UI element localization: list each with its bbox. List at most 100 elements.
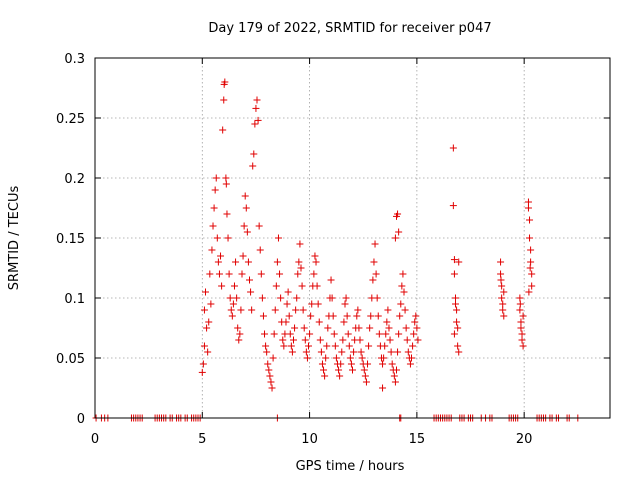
data-point (222, 174, 230, 182)
data-point (517, 324, 525, 332)
data-point (394, 348, 402, 356)
data-point (256, 246, 264, 254)
data-point (320, 366, 328, 374)
data-point (235, 336, 243, 344)
data-point (288, 348, 296, 356)
data-point (526, 264, 534, 272)
data-point (306, 330, 314, 338)
data-point (345, 342, 353, 350)
data-point (253, 96, 261, 104)
data-point (340, 318, 348, 326)
data-point (337, 360, 345, 368)
data-point (336, 372, 344, 380)
data-point (527, 246, 535, 254)
data-point (254, 116, 262, 124)
data-point (257, 270, 265, 278)
y-tick-label: 0.25 (56, 112, 85, 127)
data-point (311, 252, 319, 260)
data-point (301, 336, 309, 344)
data-point (213, 234, 221, 242)
data-point (388, 360, 396, 368)
data-point (324, 324, 332, 332)
data-point (398, 282, 406, 290)
data-point (346, 354, 354, 362)
data-point (271, 306, 279, 314)
data-point (497, 276, 505, 284)
data-point (317, 348, 325, 356)
data-point (283, 300, 291, 308)
data-point (395, 330, 403, 338)
data-point (279, 336, 287, 344)
data-point (454, 324, 462, 332)
data-point (455, 258, 463, 266)
data-point (397, 300, 405, 308)
data-point (237, 306, 245, 314)
data-point (270, 330, 278, 338)
data-point (339, 336, 347, 344)
data-point (265, 366, 273, 374)
data-point (404, 348, 412, 356)
x-axis-label: GPS time / hours (296, 459, 405, 474)
data-point (526, 216, 534, 224)
data-point (313, 282, 321, 290)
data-point (236, 330, 244, 338)
data-point (498, 294, 506, 302)
data-point (226, 294, 234, 302)
data-point (223, 210, 231, 218)
data-point (321, 372, 329, 380)
data-point (248, 306, 256, 314)
data-point (322, 354, 330, 362)
data-point (329, 312, 337, 320)
data-point (356, 336, 364, 344)
data-point (361, 372, 369, 380)
data-point (524, 204, 532, 212)
data-point (224, 234, 232, 242)
y-tick-label: 0.1 (64, 292, 85, 307)
data-point (528, 282, 536, 290)
data-point (214, 258, 222, 266)
data-point (314, 300, 322, 308)
data-point (516, 300, 524, 308)
data-point (211, 186, 219, 194)
data-point (331, 342, 339, 350)
data-point (364, 360, 372, 368)
data-point (252, 104, 260, 112)
data-point (238, 270, 246, 278)
data-point (316, 336, 324, 344)
data-point (517, 318, 525, 326)
data-point (330, 330, 338, 338)
data-point (204, 348, 212, 356)
data-point (240, 222, 248, 230)
data-point (383, 318, 391, 326)
data-point (392, 366, 400, 374)
data-point (234, 324, 242, 332)
data-point (229, 300, 237, 308)
data-point (250, 150, 258, 158)
data-point (391, 234, 399, 242)
data-point (209, 222, 217, 230)
data-point (525, 288, 533, 296)
points-layer (92, 78, 582, 422)
data-point (411, 318, 419, 326)
data-point (413, 324, 421, 332)
data-point (227, 306, 235, 314)
data-point (210, 204, 218, 212)
data-point (344, 330, 352, 338)
data-point (365, 342, 373, 350)
data-point (500, 312, 508, 320)
data-point (222, 180, 230, 188)
data-point (374, 312, 382, 320)
data-point (263, 348, 271, 356)
data-point (500, 288, 508, 296)
data-point (286, 330, 294, 338)
y-tick-label: 0.3 (64, 52, 85, 67)
data-point (409, 342, 417, 350)
data-point (302, 348, 310, 356)
data-point (499, 306, 507, 314)
data-point (390, 372, 398, 380)
data-point (497, 270, 505, 278)
data-point (277, 294, 285, 302)
data-point (497, 258, 505, 266)
data-point (410, 330, 418, 338)
data-point (499, 300, 507, 308)
